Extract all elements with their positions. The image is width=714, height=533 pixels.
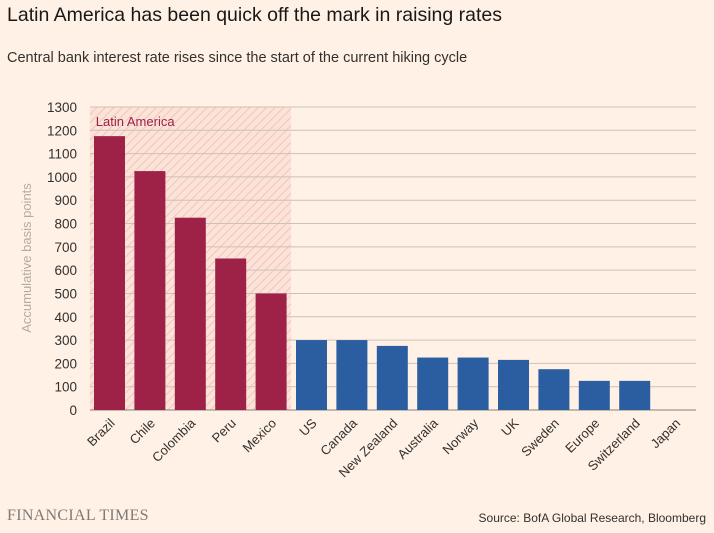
bar-mexico [255,293,287,410]
bar-chile [134,171,166,410]
bar-australia [417,357,449,410]
y-tick-label: 400 [54,310,77,325]
bar-europe [578,380,610,410]
x-tick-label: Brazil [84,415,118,449]
chart-title: Latin America has been quick off the mar… [7,4,502,26]
y-tick-label: 600 [54,263,77,278]
bar-peru [215,258,247,410]
source-note: Source: BofA Global Research, Bloomberg [478,511,706,525]
y-tick-label: 700 [54,240,77,255]
x-tick-label: US [296,415,320,439]
x-tick-label: Australia [394,415,441,462]
bar-brazil [94,136,125,410]
x-tick-label: Mexico [239,416,279,456]
ft-logo: FINANCIAL TIMES [7,507,149,524]
y-tick-label: 300 [54,333,77,348]
y-tick-label: 0 [69,403,77,418]
bar-norway [457,357,489,410]
x-tick-label: Japan [648,416,684,452]
x-tick-label: Europe [562,416,602,456]
x-tick-label: Norway [439,415,481,457]
y-tick-label: 1200 [47,123,77,138]
y-tick-label: 800 [54,217,77,232]
y-tick-label: 200 [54,356,77,371]
y-tick-label: 1000 [47,170,77,185]
chart-subtitle: Central bank interest rate rises since t… [7,50,468,66]
y-tick-label: 1100 [48,147,77,162]
bar-new-zealand [376,345,408,410]
x-tick-label: Peru [209,416,239,446]
bar-canada [336,340,368,410]
bar-us [296,340,327,410]
y-axis-label: Accumulative basis points [19,183,34,333]
y-tick-label: 900 [54,193,77,208]
y-tick-label: 1300 [47,100,77,115]
y-tick-label: 100 [54,380,77,395]
x-tick-label: Chile [126,416,158,448]
bar-sweden [538,369,570,410]
x-tick-label: Sweden [518,416,562,460]
bar-switzerland [619,380,651,410]
bar-uk [498,359,529,410]
y-tick-label: 500 [54,286,77,301]
x-tick-label: UK [498,415,522,439]
bar-colombia [174,217,206,410]
latin-america-highlight-label: Latin America [96,114,176,129]
x-tick-label: Colombia [149,415,199,465]
